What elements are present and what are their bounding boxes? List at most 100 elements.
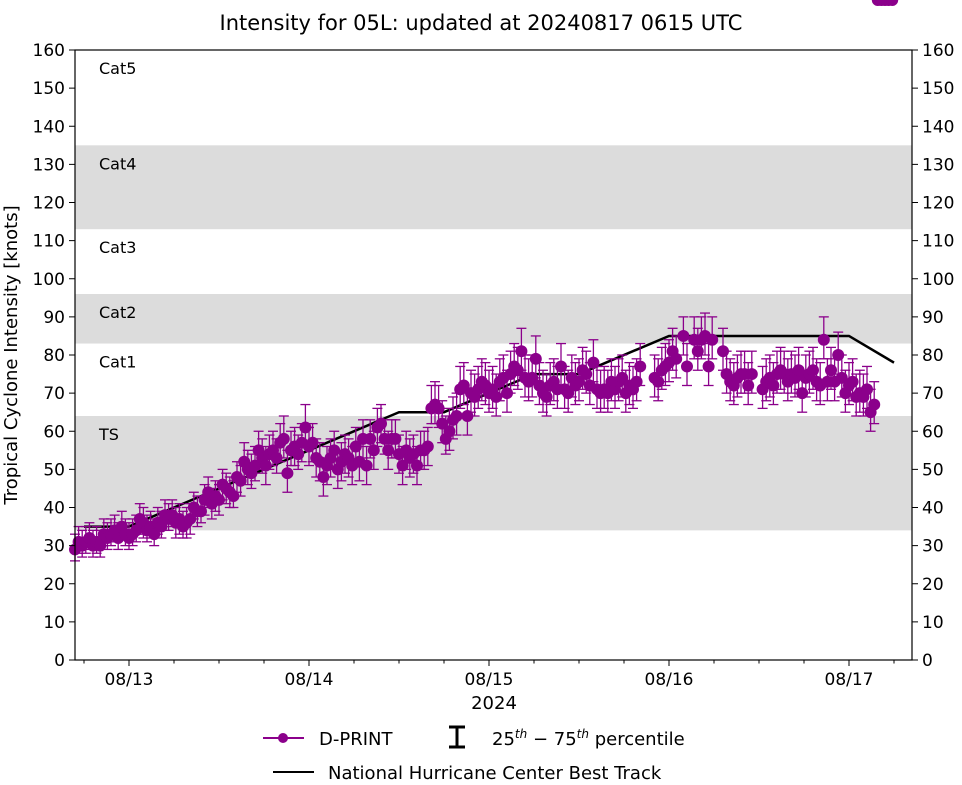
dprint-point	[630, 375, 643, 388]
dprint-point	[717, 345, 729, 358]
y-tick-label-right: 90	[922, 308, 944, 328]
dprint-point	[396, 459, 409, 472]
y-tick-label-right: 0	[922, 651, 933, 671]
y-axis-right: 0 10 20 30 40 50 60 70 80 90 100 110 120 130 140 150 160	[912, 41, 954, 671]
band-cat4	[75, 145, 912, 230]
dprint-point	[501, 387, 513, 400]
dprint-point	[555, 360, 567, 373]
y-tick-label-left: 60	[43, 422, 65, 442]
dprint-point	[670, 352, 683, 365]
dprint-point	[292, 448, 305, 461]
dprint-point	[681, 360, 693, 373]
legend-best-track: National Hurricane Center Best Track	[273, 763, 662, 784]
dprint-point	[436, 417, 449, 430]
dprint-point	[742, 379, 755, 392]
dprint-point	[691, 345, 704, 358]
y-tick-label-left: 130	[33, 155, 65, 175]
dprint-point	[861, 383, 873, 396]
y-tick-label-right: 40	[922, 499, 944, 519]
dprint-point	[411, 459, 423, 472]
category-label-ts: TS	[98, 425, 119, 444]
dprint-point	[652, 375, 665, 388]
legend-dprint: D-PRINT	[263, 729, 393, 750]
chart-title: Intensity for 05L: updated at 20240817 0…	[220, 11, 743, 35]
y-tick-label-right: 80	[922, 346, 944, 366]
dprint-point	[432, 402, 445, 415]
y-tick-label-right: 50	[922, 460, 944, 480]
dprint-point	[364, 432, 377, 445]
y-tick-label-right: 60	[922, 422, 944, 442]
dprint-point	[328, 444, 341, 457]
dprint-point	[360, 459, 373, 472]
dprint-point	[281, 467, 294, 480]
dprint-point	[443, 425, 456, 438]
y-tick-label-right: 110	[922, 232, 954, 252]
dprint-point	[367, 444, 380, 457]
x-tick-label: 08/14	[285, 670, 334, 690]
dprint-point	[767, 379, 780, 392]
dprint-point	[299, 421, 312, 434]
dprint-point	[184, 512, 197, 525]
legend: D-PRINT 25th − 75th percentile National …	[263, 725, 685, 784]
dprint-point	[461, 410, 474, 422]
dprint-point	[94, 539, 107, 552]
y-tick-label-left: 120	[33, 194, 65, 214]
y-tick-label-left: 30	[43, 537, 65, 557]
dprint-point	[634, 360, 647, 373]
dprint-point	[846, 375, 859, 388]
dprint-point	[148, 528, 161, 541]
percentile-sup-2: th	[577, 727, 589, 741]
y-tick-label-left: 160	[33, 41, 65, 61]
y-tick-label-right: 160	[922, 41, 954, 61]
dprint-point	[702, 360, 715, 373]
y-tick-label-left: 40	[43, 499, 65, 519]
dprint-point	[745, 368, 758, 381]
dprint-series	[69, 0, 899, 556]
dprint-point	[562, 387, 575, 400]
dprint-point	[155, 520, 168, 533]
y-tick-label-left: 50	[43, 460, 65, 480]
y-tick-label-left: 70	[43, 384, 65, 404]
plot-frame	[74, 49, 913, 661]
dprint-point	[277, 432, 290, 445]
dprint-point	[349, 440, 362, 453]
y-tick-label-left: 90	[43, 308, 65, 328]
dprint-point	[817, 333, 830, 346]
y-tick-label-right: 150	[922, 79, 954, 99]
dprint-point	[706, 333, 719, 346]
y-tick-label-left: 20	[43, 575, 65, 595]
dprint-point	[421, 440, 434, 453]
dprint-point	[835, 371, 848, 384]
y-tick-label-left: 100	[33, 270, 65, 290]
dprint-point	[825, 364, 837, 377]
category-label-cat1: Cat1	[99, 353, 136, 372]
y-tick-label-right: 100	[922, 270, 954, 290]
dprint-point	[868, 398, 881, 411]
x-tick-label: 08/13	[105, 670, 154, 690]
y-tick-label-right: 130	[922, 155, 954, 175]
y-tick-label-left: 110	[33, 232, 65, 252]
dprint-point	[375, 417, 387, 430]
dprint-point	[389, 432, 402, 445]
y-tick-label-right: 140	[922, 117, 954, 137]
y-tick-label-right: 120	[922, 194, 954, 214]
dprint-point	[511, 364, 524, 377]
y-tick-label-right: 70	[922, 384, 944, 404]
dprint-point	[832, 349, 845, 361]
legend-percentile-label: 25th − 75th percentile	[492, 727, 685, 750]
dprint-point	[490, 390, 503, 403]
errorbar-icon	[449, 725, 465, 749]
dprint-point	[317, 471, 330, 483]
x-axis: 08/13 08/14 08/15 08/16 08/17	[83, 660, 895, 690]
dprint-point	[259, 459, 272, 472]
dprint-point	[130, 524, 143, 537]
legend-dprint-label: D-PRINT	[319, 729, 393, 750]
dprint-point	[573, 375, 585, 388]
y-tick-label-left: 140	[33, 117, 65, 137]
dprint-point	[234, 474, 247, 487]
legend-percentile: 25th − 75th percentile	[449, 725, 685, 750]
dprint-point	[450, 410, 463, 422]
x-tick-label: 08/17	[825, 670, 874, 690]
dprint-point	[677, 329, 690, 342]
